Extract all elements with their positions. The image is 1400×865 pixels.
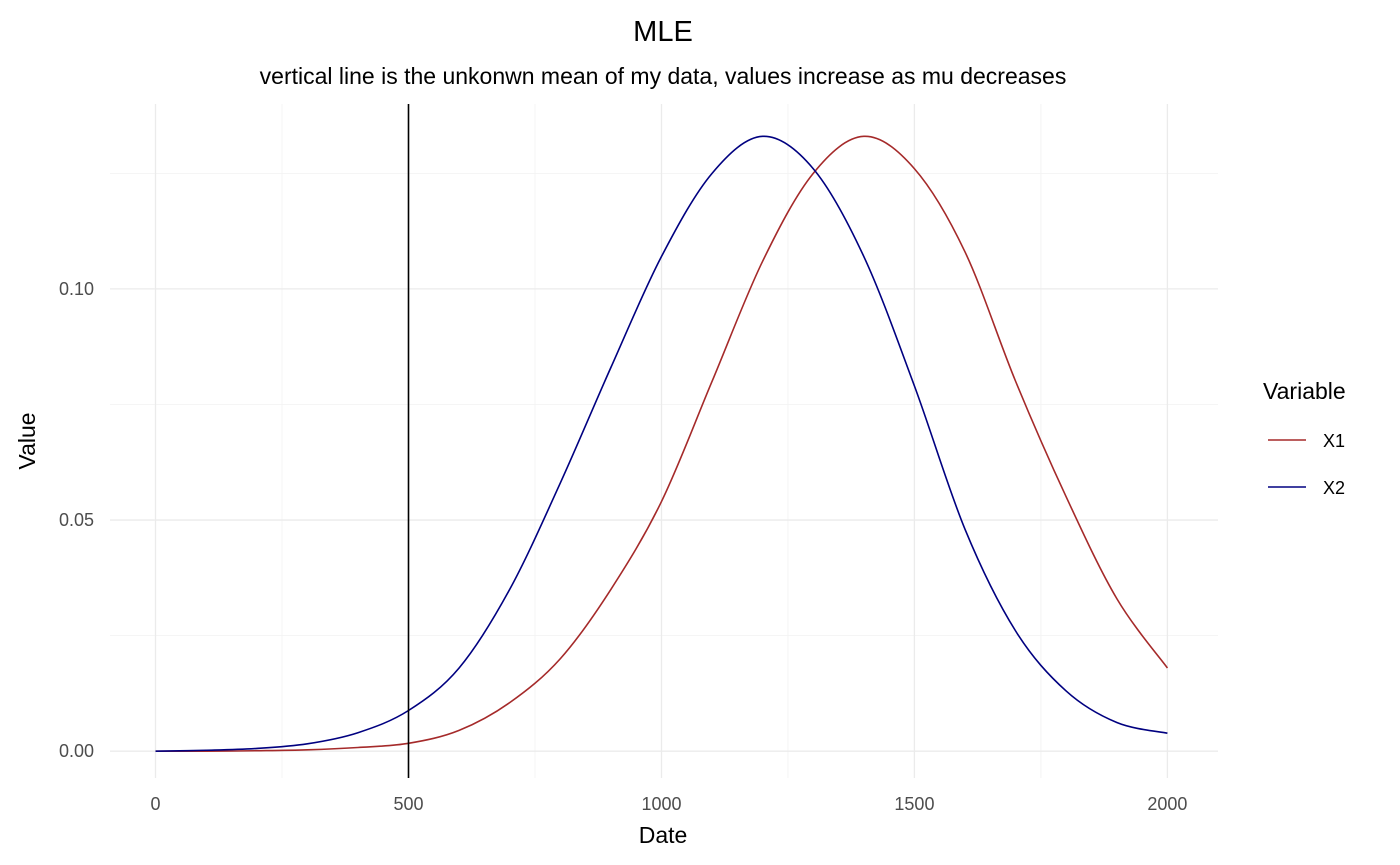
legend: Variable X1 X2 <box>1263 378 1346 498</box>
series-lines <box>155 135 1169 753</box>
x-tick-label: 1500 <box>894 794 934 814</box>
x-axis-title: Date <box>639 822 688 848</box>
y-axis-title: Value <box>14 412 40 469</box>
x-tick-label: 500 <box>393 794 423 814</box>
x-tick-label: 2000 <box>1147 794 1187 814</box>
legend-title: Variable <box>1263 378 1346 404</box>
y-tick-label: 0.05 <box>59 510 94 530</box>
series-line-x1 <box>155 135 1169 753</box>
y-tick-label: 0.10 <box>59 279 94 299</box>
legend-label-x2: X2 <box>1323 478 1345 498</box>
legend-items: X1 X2 <box>1268 431 1345 498</box>
y-axis-ticks: 0.00 0.05 0.10 <box>59 279 94 761</box>
grid <box>110 104 1218 778</box>
x-tick-label: 1000 <box>641 794 681 814</box>
chart-subtitle: vertical line is the unkonwn mean of my … <box>260 63 1067 89</box>
x-tick-label: 0 <box>151 794 161 814</box>
legend-label-x1: X1 <box>1323 431 1345 451</box>
x-axis-ticks: 0 500 1000 1500 2000 <box>151 794 1188 814</box>
chart-title: MLE <box>633 16 693 48</box>
y-tick-label: 0.00 <box>59 741 94 761</box>
series-line-x2 <box>155 135 1168 752</box>
